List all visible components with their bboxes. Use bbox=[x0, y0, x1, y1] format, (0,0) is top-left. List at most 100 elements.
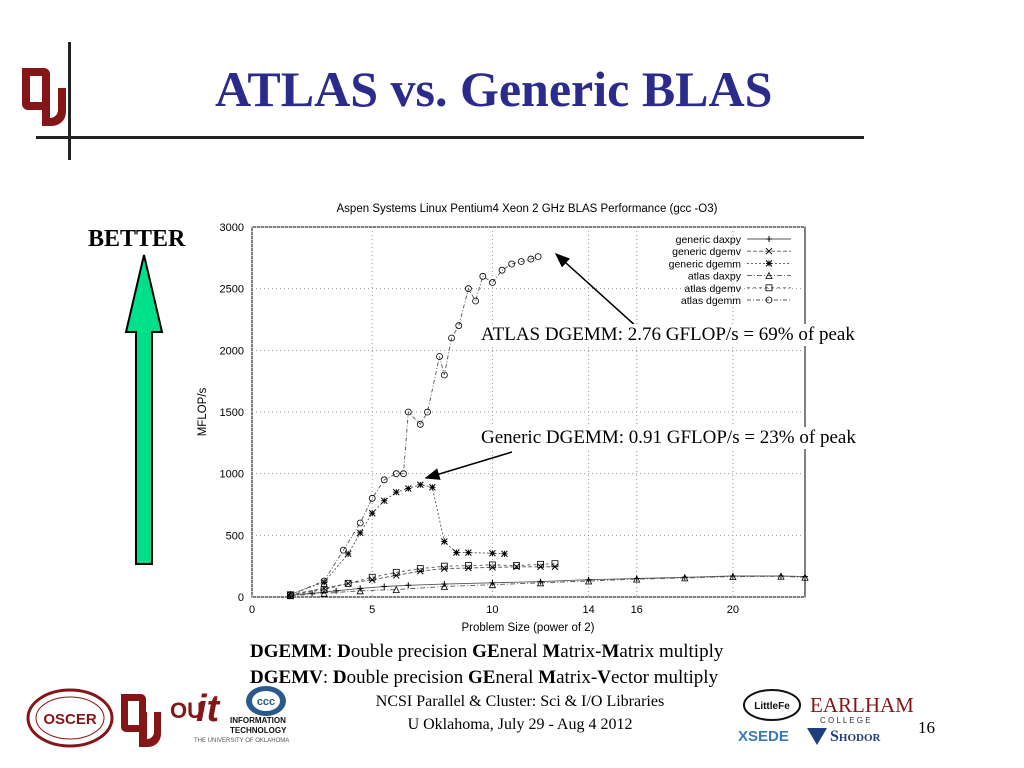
ou-footer-logo-icon bbox=[121, 694, 161, 747]
it-line2: TECHNOLOGY bbox=[230, 726, 287, 735]
data-point bbox=[508, 260, 516, 268]
series-line bbox=[290, 575, 806, 597]
better-label: BETTER bbox=[88, 226, 186, 252]
data-point bbox=[479, 272, 487, 280]
ccc-logo-icon: ccc bbox=[246, 686, 286, 716]
data-point bbox=[344, 580, 352, 587]
data-point bbox=[287, 591, 294, 598]
data-point bbox=[465, 564, 472, 572]
data-point bbox=[309, 590, 316, 597]
definition-text: ector multiply bbox=[610, 667, 719, 688]
ou-logo-icon bbox=[22, 68, 66, 126]
x-tick-label: 14 bbox=[582, 604, 594, 616]
slide-title: ATLAS vs. Generic BLAS bbox=[215, 61, 773, 117]
data-point bbox=[633, 575, 641, 583]
data-point bbox=[472, 297, 480, 305]
series-line bbox=[290, 256, 539, 595]
data-point bbox=[536, 578, 545, 587]
data-point bbox=[436, 353, 443, 360]
data-point bbox=[392, 585, 400, 594]
shodor-logo-text: Shodor bbox=[830, 728, 881, 745]
data-point bbox=[551, 560, 559, 568]
data-point bbox=[404, 408, 412, 416]
data-point bbox=[534, 253, 542, 260]
legend-label: atlas dgemm bbox=[681, 295, 741, 307]
oscer-logo-icon: OSCER bbox=[26, 688, 114, 748]
data-point bbox=[380, 476, 388, 484]
generic-callout-arrow bbox=[424, 451, 513, 480]
data-point bbox=[344, 550, 352, 558]
definition-bold-letter: M bbox=[601, 641, 620, 662]
legend-label: atlas dgemv bbox=[684, 283, 741, 295]
data-point bbox=[286, 591, 295, 600]
data-point bbox=[729, 572, 737, 581]
series-atlas-dgemv bbox=[287, 560, 559, 599]
legend-marker bbox=[765, 296, 773, 304]
data-point bbox=[501, 550, 508, 558]
series-atlas-dgemm bbox=[287, 253, 542, 598]
y-tick-label: 3000 bbox=[220, 222, 244, 234]
x-tick-label: 10 bbox=[486, 604, 498, 616]
data-point bbox=[320, 578, 328, 586]
atlas-dgemm-callout: ATLAS DGEMM: 2.76 GFLOP/s = 69% of peak bbox=[481, 324, 855, 346]
data-point bbox=[416, 567, 424, 575]
y-axis-label: MFLOP/s bbox=[197, 387, 209, 436]
data-point bbox=[339, 546, 347, 554]
definition-bold-letter: GE bbox=[467, 667, 496, 688]
data-point bbox=[404, 485, 412, 492]
definition-text: neral bbox=[495, 667, 539, 688]
data-point bbox=[320, 577, 328, 585]
x-axis-label: Problem Size (power of 2) bbox=[462, 622, 595, 634]
legend-marker bbox=[765, 260, 773, 267]
definition-text: ouble precision bbox=[346, 667, 468, 688]
earlham-logo-text: EARLHAM bbox=[810, 693, 914, 717]
footer-course-line: NCSI Parallel & Cluster: Sci & I/O Libra… bbox=[375, 693, 665, 710]
legend-marker bbox=[765, 271, 773, 279]
it-logo: OU it INFORMATION TECHNOLOGY THE UNIVERS… bbox=[170, 688, 289, 752]
it-line1: INFORMATION bbox=[230, 716, 286, 725]
data-point bbox=[440, 582, 448, 590]
data-point bbox=[440, 562, 448, 570]
data-point bbox=[801, 573, 809, 581]
dgemv-definition: DGEMV: Double precision GEneral Matrix-V… bbox=[250, 667, 719, 688]
axis-ticks: 0 5 10 14 16 20 0 500 1000 1500 2000 2500 3000 bbox=[220, 222, 739, 616]
oscer-logo-text: OSCER bbox=[43, 711, 97, 728]
legend-label: generic daxpy bbox=[676, 234, 742, 246]
data-point bbox=[368, 576, 376, 584]
data-point bbox=[368, 573, 376, 581]
data-point bbox=[428, 483, 436, 491]
data-point bbox=[584, 577, 593, 585]
x-tick-label: 0 bbox=[249, 604, 255, 616]
legend-marker bbox=[765, 247, 773, 255]
x-tick-label: 16 bbox=[631, 604, 643, 616]
data-point bbox=[320, 589, 328, 597]
data-point bbox=[537, 563, 544, 571]
x-tick-label: 20 bbox=[727, 604, 739, 616]
data-point bbox=[368, 509, 376, 517]
data-point bbox=[517, 258, 525, 265]
data-point bbox=[381, 583, 388, 590]
definition-text: atrix multiply bbox=[619, 641, 724, 662]
data-point bbox=[416, 481, 424, 489]
dgemm-definition: DGEMM: Double precision GEneral Matrix-M… bbox=[250, 641, 724, 662]
legend-label: atlas daxpy bbox=[688, 271, 742, 283]
data-point bbox=[424, 408, 431, 416]
data-point bbox=[489, 549, 496, 557]
atlas-callout-arrow bbox=[554, 252, 639, 329]
blas-chart: Aspen Systems Linux Pentium4 Xeon 2 GHz … bbox=[190, 193, 815, 643]
footer-date-line: U Oklahoma, July 29 - Aug 4 2012 bbox=[407, 716, 633, 733]
generic-dgemm-callout: Generic DGEMM: 0.91 GFLOP/s = 23% of pea… bbox=[481, 427, 856, 449]
x-tick-label: 5 bbox=[369, 604, 375, 616]
data-point bbox=[465, 549, 472, 556]
data-point bbox=[440, 371, 448, 379]
data-point bbox=[333, 587, 340, 594]
header-horizontal-rule bbox=[36, 136, 864, 139]
definition-term: DGEMM bbox=[250, 641, 328, 662]
data-point bbox=[513, 562, 520, 569]
series-atlas-daxpy bbox=[286, 572, 809, 600]
data-point bbox=[440, 565, 448, 572]
grid-lines bbox=[251, 226, 805, 598]
data-point bbox=[464, 285, 472, 293]
